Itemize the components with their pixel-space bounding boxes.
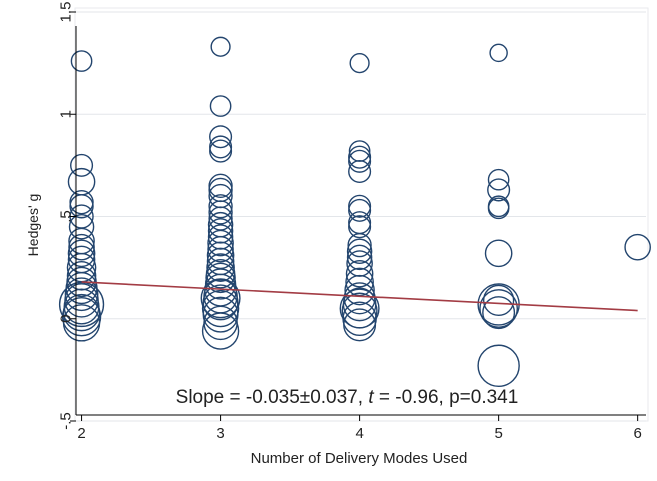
y-axis-label: Hedges' g: [25, 194, 41, 257]
data-point-56: [348, 159, 372, 184]
y-tick-label-4: 1.5: [58, 2, 75, 23]
data-point-67: [344, 274, 375, 306]
data-point-20: [61, 297, 102, 337]
data-point-37: [207, 235, 234, 263]
x-tick-label-4: 6: [633, 425, 641, 442]
data-point-24: [209, 125, 233, 149]
data-point-58: [348, 198, 372, 222]
fit-line-group: [81, 281, 638, 312]
data-point-80: [482, 284, 515, 317]
x-axis-label: Number of Delivery Modes Used: [251, 450, 468, 467]
x-tick-label-2: 4: [355, 425, 363, 442]
x-tick-label-0: 2: [77, 425, 85, 442]
data-point-4: [69, 194, 94, 219]
data-point-51: [201, 312, 240, 350]
data-point-74: [489, 43, 508, 63]
data-point-26: [209, 139, 233, 163]
data-point-12: [66, 261, 97, 291]
data-point-49: [202, 296, 239, 333]
data-point-63: [346, 244, 373, 271]
data-point-76: [487, 178, 511, 202]
y-tick-label-0: -.5: [58, 412, 75, 430]
plot-frame: [74, 7, 649, 422]
annotation-prefix: Slope = -0.035±0.037,: [176, 387, 369, 408]
axes: [75, 26, 646, 416]
data-point-6: [68, 213, 95, 240]
data-point-27: [208, 173, 233, 198]
data-point-11: [66, 252, 97, 283]
data-point-1: [70, 153, 94, 177]
data-point-61: [347, 232, 372, 258]
x-tick-label-3: 5: [494, 425, 502, 442]
fit-line: [81, 281, 638, 312]
data-point-8: [68, 233, 95, 261]
data-point-72: [342, 301, 377, 337]
data-point-0: [70, 50, 93, 72]
y-tick-label-3: 1: [58, 110, 75, 118]
data-point-21: [62, 304, 101, 342]
data-point-23: [209, 95, 232, 117]
data-point-40: [206, 253, 235, 282]
data-point-9: [67, 239, 96, 268]
data-point-79: [484, 239, 513, 268]
data-point-62: [346, 238, 373, 265]
y-ticks: -.5 0 .5 1 1.5: [58, 2, 76, 430]
data-point-47: [200, 278, 241, 319]
data-point-42: [205, 262, 236, 294]
data-point-22: [210, 36, 231, 57]
data-point-25: [209, 135, 233, 159]
markers: [58, 36, 651, 388]
data-point-83: [482, 296, 516, 330]
data-point-65: [345, 259, 374, 288]
data-point-48: [201, 289, 240, 328]
data-point-54: [348, 145, 372, 169]
annotation-suffix: = -0.96, p=0.341: [374, 387, 519, 408]
data-point-60: [348, 215, 372, 239]
data-point-15: [64, 277, 99, 312]
data-point-3: [69, 190, 94, 215]
data-point-31: [208, 200, 233, 225]
y-tick-label-2: .5: [58, 210, 75, 223]
data-point-71: [339, 288, 380, 329]
data-point-55: [348, 149, 372, 173]
data-point-75: [487, 168, 510, 191]
x-tick-label-1: 3: [216, 425, 224, 442]
data-point-57: [348, 194, 372, 218]
y-tick-label-1: 0: [58, 315, 75, 323]
data-point-82: [479, 289, 519, 328]
x-ticks: 2 3 4 5 6: [77, 415, 642, 442]
data-point-30: [208, 194, 233, 219]
data-point-84: [477, 344, 520, 388]
data-point-73: [343, 308, 377, 342]
slope-annotation: Slope = -0.035±0.037, t = -0.96, p=0.341: [176, 387, 519, 408]
data-point-85: [624, 233, 651, 261]
data-point-78: [487, 197, 510, 220]
data-point-36: [207, 229, 234, 257]
data-point-52: [349, 53, 370, 74]
annotation-t-symbol: t: [368, 387, 374, 408]
